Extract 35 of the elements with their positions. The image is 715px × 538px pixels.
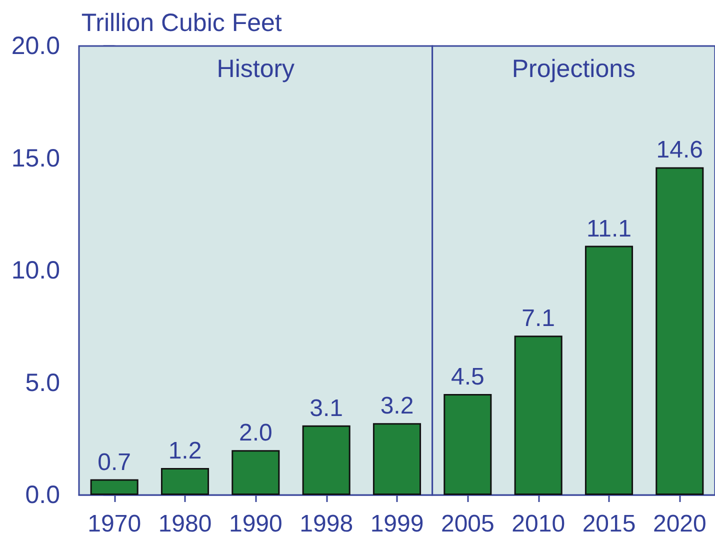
- y-tick-label: 15.0: [11, 144, 60, 172]
- data-label: 0.7: [98, 448, 132, 476]
- bar: [514, 336, 562, 495]
- bar: [90, 479, 138, 495]
- data-label: 14.6: [656, 136, 704, 164]
- bar: [232, 450, 280, 495]
- y-tick-label: 10.0: [11, 256, 60, 284]
- bar: [584, 246, 634, 495]
- x-tick-label: 1990: [228, 510, 282, 538]
- y-tick-label: 20.0: [11, 32, 60, 60]
- x-tick-label: 1980: [158, 510, 212, 538]
- data-label: 3.1: [310, 394, 344, 422]
- data-label: 1.2: [168, 438, 202, 465]
- y-axis-title: Trillion Cubic Feet: [81, 9, 282, 37]
- x-tick-label: 2010: [512, 510, 566, 538]
- data-label: 4.5: [450, 363, 484, 390]
- x-tick-label: 2015: [582, 510, 636, 538]
- data-label: 3.2: [380, 392, 414, 420]
- x-tick-label: 1970: [88, 510, 142, 538]
- bar: [160, 468, 210, 495]
- x-tick-label: 2020: [652, 510, 706, 538]
- y-tick-label: 5.0: [25, 368, 60, 397]
- band-label: History: [216, 54, 296, 83]
- bar: [302, 425, 350, 495]
- bar: [656, 167, 704, 495]
- x-tick-label: 1999: [370, 510, 424, 538]
- data-label: 2.0: [238, 420, 272, 447]
- data-label: 11.1: [586, 215, 632, 242]
- x-tick-label: 1998: [300, 510, 354, 538]
- x-tick-label: 2005: [440, 510, 494, 538]
- y-tick-label: 0.0: [25, 481, 60, 509]
- band-label: Projections: [512, 54, 636, 83]
- data-label: 7.1: [522, 305, 556, 332]
- bar: [372, 423, 422, 495]
- bar: [444, 394, 492, 495]
